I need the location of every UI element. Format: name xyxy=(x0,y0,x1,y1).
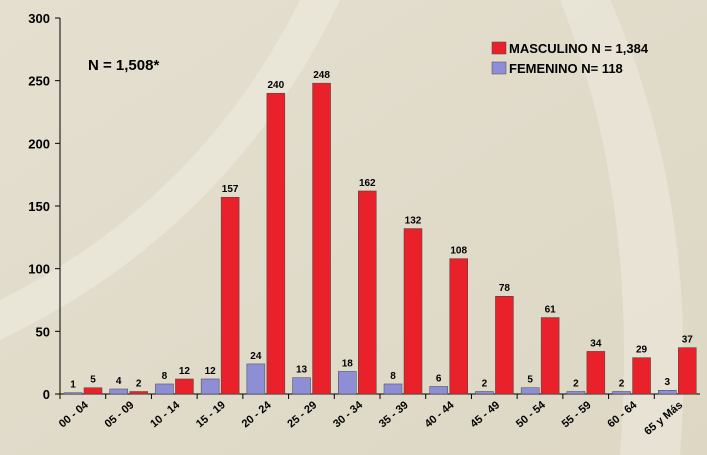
y-tick-label: 300 xyxy=(28,11,50,26)
data-label: 248 xyxy=(313,70,330,81)
bar xyxy=(129,391,148,395)
data-label: 132 xyxy=(405,216,422,227)
data-label: 2 xyxy=(136,378,142,389)
bar xyxy=(658,389,677,395)
bar xyxy=(383,383,403,395)
bar xyxy=(312,82,331,395)
y-tick-label: 150 xyxy=(28,199,50,214)
data-label: 29 xyxy=(636,345,648,356)
swoosh xyxy=(560,0,684,455)
data-label: 3 xyxy=(665,377,671,388)
bar xyxy=(612,391,631,395)
bar xyxy=(449,258,468,395)
legend-swatch xyxy=(491,61,507,75)
data-label: 8 xyxy=(162,371,168,382)
data-label: 5 xyxy=(90,375,96,386)
data-label: 18 xyxy=(342,358,354,369)
data-label: 24 xyxy=(250,351,262,362)
data-label: 240 xyxy=(268,80,285,91)
bar xyxy=(155,383,174,395)
y-tick-label: 0 xyxy=(43,387,50,402)
data-label: 8 xyxy=(390,371,396,382)
data-label: 13 xyxy=(296,365,308,376)
legend-swatch xyxy=(491,41,507,55)
y-tick-label: 250 xyxy=(28,74,50,89)
bar xyxy=(63,392,83,395)
data-label: 157 xyxy=(222,184,239,195)
y-tick-label: 100 xyxy=(28,262,50,277)
bar xyxy=(678,347,697,395)
bar xyxy=(566,391,586,395)
bar xyxy=(200,378,220,395)
bar xyxy=(495,295,514,395)
data-label: 12 xyxy=(205,366,217,377)
bar xyxy=(246,363,266,395)
data-label: 78 xyxy=(499,283,511,294)
data-label: 1 xyxy=(70,380,76,391)
bar xyxy=(403,228,423,395)
data-label: 2 xyxy=(482,378,488,389)
data-label: 12 xyxy=(179,366,191,377)
bar xyxy=(266,92,286,395)
data-label: 4 xyxy=(116,376,122,387)
data-label: 108 xyxy=(450,246,467,257)
bar xyxy=(175,378,194,395)
data-label: 34 xyxy=(590,338,602,349)
bar xyxy=(292,377,311,395)
data-label: 37 xyxy=(682,335,694,346)
bar xyxy=(540,317,560,395)
bar xyxy=(220,196,240,395)
data-label: 2 xyxy=(573,378,579,389)
bar xyxy=(109,388,128,395)
y-tick-label: 50 xyxy=(36,324,50,339)
y-tick-label: 200 xyxy=(28,136,50,151)
data-label: 162 xyxy=(359,178,376,189)
bar xyxy=(632,357,651,395)
bar xyxy=(520,387,540,395)
bar xyxy=(83,387,103,395)
bar xyxy=(338,371,357,395)
legend-label: FEMENINO N= 118 xyxy=(509,61,623,76)
bar xyxy=(586,351,606,395)
annotation: N = 1,508* xyxy=(88,57,159,74)
bar xyxy=(358,190,377,395)
data-label: 2 xyxy=(619,378,625,389)
data-label: 61 xyxy=(545,305,557,316)
data-label: 6 xyxy=(436,373,442,384)
swoosh xyxy=(0,0,340,340)
legend-label: MASCULINO N = 1,384 xyxy=(509,41,649,56)
bar xyxy=(475,391,494,395)
data-label: 5 xyxy=(527,375,533,386)
bar xyxy=(429,386,448,395)
